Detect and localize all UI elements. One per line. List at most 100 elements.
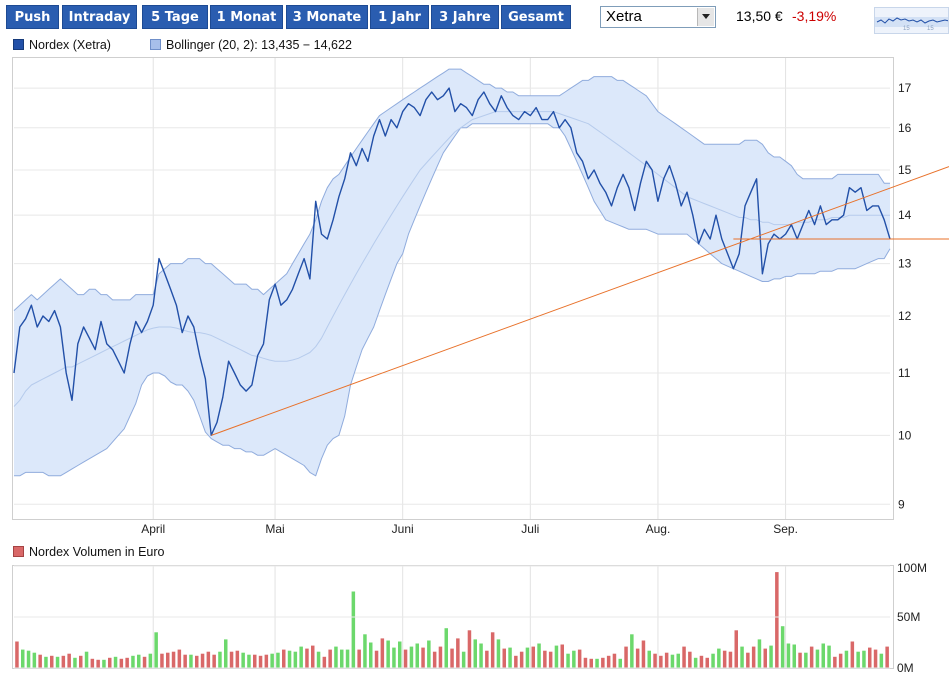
volume-bar <box>751 646 756 668</box>
volume-bar <box>456 638 460 668</box>
volume-bar <box>531 646 535 668</box>
volume-bar <box>125 657 129 668</box>
volume-bar <box>270 653 274 668</box>
volume-bar <box>554 645 559 668</box>
volume-bar <box>641 640 646 668</box>
volume-bar <box>363 634 367 668</box>
volume-bar <box>728 651 733 668</box>
tab-1-monat[interactable]: 1 Monat <box>210 5 283 29</box>
volume-bar <box>195 655 199 668</box>
volume-bar <box>229 651 234 668</box>
volume-bar <box>374 650 379 668</box>
exchange-select[interactable]: Xetra <box>600 6 716 28</box>
volume-bar <box>450 648 454 668</box>
volume-bar <box>763 648 767 668</box>
volume-bar <box>659 655 663 668</box>
volume-bar <box>606 655 611 668</box>
volume-bar <box>688 651 692 668</box>
volume-bar <box>548 651 553 668</box>
volume-bar <box>55 656 60 668</box>
legend-price: Nordex (Xetra) <box>13 38 111 52</box>
volume-bar <box>44 656 48 668</box>
legend-swatch-bollinger <box>150 39 161 50</box>
volume-tick-label: 100M <box>897 561 927 575</box>
volume-tick-label: 50M <box>897 610 920 624</box>
volume-bar <box>189 654 193 668</box>
volume-bar <box>786 643 791 668</box>
volume-bar <box>844 650 849 668</box>
bollinger-lower-line <box>14 123 891 477</box>
legend-bollinger: Bollinger (20, 2): 13,435 − 14,622 <box>150 38 352 52</box>
legend-swatch-volume <box>13 546 24 557</box>
volume-bar <box>351 591 356 668</box>
volume-bar <box>705 657 709 668</box>
y-tick-label: 13 <box>898 257 912 271</box>
volume-bar <box>444 628 448 668</box>
volume-bar <box>38 654 42 668</box>
bollinger-band-area <box>14 69 890 476</box>
volume-bar <box>635 648 640 668</box>
volume-bar <box>699 655 704 668</box>
volume-bar <box>328 649 332 668</box>
trend-line <box>211 166 949 436</box>
tab-5-tage[interactable]: 5 Tage <box>142 5 208 29</box>
volume-bar <box>26 650 31 668</box>
volume-bar <box>206 651 211 668</box>
volume-bar <box>775 572 779 668</box>
volume-bar <box>676 653 680 668</box>
y-tick-label: 11 <box>898 366 911 380</box>
volume-bar <box>717 648 721 668</box>
volume-bar <box>177 649 182 668</box>
price-plot-frame <box>12 57 894 520</box>
volume-bar <box>73 657 77 668</box>
volume-bar <box>438 646 443 668</box>
volume-bar <box>467 630 472 668</box>
volume-bar <box>630 634 634 668</box>
volume-bar <box>258 655 263 668</box>
legend-volume: Nordex Volumen in Euro <box>13 545 165 559</box>
volume-bar <box>827 645 831 668</box>
dropdown-arrow-icon[interactable] <box>697 8 714 26</box>
x-tick-label: Aug. <box>646 522 671 536</box>
last-price: 13,50 € <box>736 8 783 24</box>
volume-bar <box>340 649 344 668</box>
y-tick-label: 17 <box>898 81 912 95</box>
svg-text:15: 15 <box>927 26 934 32</box>
mini-chart-thumbnail[interactable]: 15 15 <box>874 7 949 34</box>
volume-bar <box>821 643 825 668</box>
tab-3-monate[interactable]: 3 Monate <box>286 5 368 29</box>
volume-bar <box>119 658 124 668</box>
volume-bar <box>224 639 228 668</box>
volume-bar <box>67 653 71 668</box>
tab-intraday[interactable]: Intraday <box>62 5 137 29</box>
volume-bar <box>804 652 808 668</box>
volume-bar <box>664 652 669 668</box>
x-tick-label: April <box>141 522 165 536</box>
volume-bar <box>490 632 495 668</box>
volume-bar <box>142 656 147 668</box>
volume-bar <box>247 654 251 668</box>
tab-1-jahr[interactable]: 1 Jahr <box>370 5 429 29</box>
tab-push[interactable]: Push <box>6 5 59 29</box>
volume-bar <box>50 655 54 668</box>
volume-bar <box>525 647 530 668</box>
volume-bar <box>583 657 588 668</box>
x-tick-label: Juli <box>521 522 539 536</box>
volume-bar <box>711 653 715 668</box>
volume-bar <box>572 650 576 668</box>
volume-bar <box>61 655 66 668</box>
volume-bar <box>84 651 89 668</box>
volume-bar <box>693 657 698 668</box>
tab-gesamt[interactable]: Gesamt <box>501 5 571 29</box>
volume-bar <box>386 640 390 668</box>
bollinger-upper-line <box>13 68 890 311</box>
volume-bar <box>850 641 855 668</box>
volume-bar <box>589 658 593 668</box>
volume-bar <box>79 655 83 668</box>
volume-bar <box>612 653 617 668</box>
tab-3-jahre[interactable]: 3 Jahre <box>431 5 499 29</box>
volume-bar <box>595 658 599 668</box>
volume-bar <box>734 630 738 668</box>
volume-bar <box>624 646 628 668</box>
volume-bar <box>740 646 744 668</box>
